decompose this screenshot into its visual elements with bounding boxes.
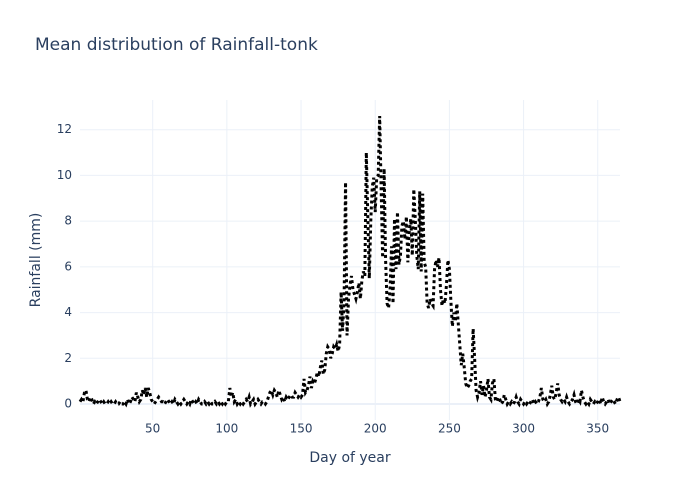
x-tick-label: 250: [438, 422, 461, 436]
x-tick-label: 150: [290, 422, 313, 436]
y-tick-label: 12: [57, 122, 72, 136]
y-tick-label: 6: [64, 259, 72, 273]
y-tick-label: 0: [64, 397, 72, 411]
y-axis-title: Rainfall (mm): [28, 213, 44, 308]
x-tick-label: 50: [145, 422, 160, 436]
y-tick-label: 4: [64, 305, 72, 319]
y-tick-label: 10: [57, 168, 72, 182]
x-axis-title: Day of year: [309, 450, 391, 466]
y-tick-label: 2: [64, 351, 72, 365]
x-tick-label: 350: [586, 422, 609, 436]
x-tick-label: 100: [215, 422, 238, 436]
chart-title: Mean distribution of Rainfall-tonk: [35, 35, 318, 55]
x-tick-label: 300: [512, 422, 535, 436]
line: [78, 115, 622, 410]
y-tick-label: 8: [64, 214, 72, 228]
x-tick-label: 200: [364, 422, 387, 436]
